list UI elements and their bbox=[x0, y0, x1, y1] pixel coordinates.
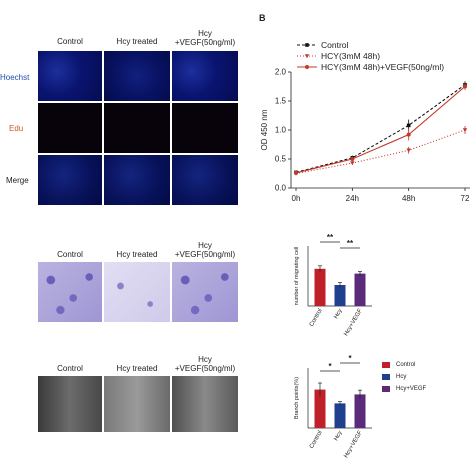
y-axis-label: Branch points(%) bbox=[294, 377, 300, 419]
bar bbox=[314, 268, 326, 306]
image-transwell-vegf bbox=[172, 262, 238, 322]
row-label-edu: Edu bbox=[9, 124, 24, 133]
legend-label: HCY(3mM 48h) bbox=[321, 51, 380, 61]
column-header-hcy-treated: Hcy treated bbox=[116, 37, 158, 46]
image-hoechst-vegf bbox=[172, 51, 238, 101]
mid-header-vegf: +VEGF(50ng/ml) bbox=[174, 250, 236, 259]
data-point bbox=[406, 123, 411, 128]
y-tick-label: 0.0 bbox=[275, 184, 287, 193]
x-tick-label: 24h bbox=[346, 194, 359, 203]
image-hoechst-hcy bbox=[104, 51, 170, 101]
row-label-merge: Merge bbox=[6, 176, 29, 185]
series-line bbox=[295, 84, 466, 173]
column-header-vegf: +VEGF(50ng/ml) bbox=[174, 38, 236, 47]
legend-label: Control bbox=[321, 40, 349, 50]
mid-header-control: Control bbox=[57, 250, 83, 259]
legend-label-hcy-vegf: Hcy+VEGF bbox=[396, 386, 427, 392]
bar bbox=[314, 389, 326, 428]
data-point bbox=[462, 128, 468, 133]
legend-label-hcy: Hcy bbox=[396, 374, 407, 380]
x-tick-label: Hcy+VEGF bbox=[343, 308, 363, 337]
image-transwell-hcy bbox=[104, 262, 170, 322]
y-tick-label: 1.5 bbox=[275, 97, 287, 106]
image-edu-vegf bbox=[172, 103, 238, 153]
image-merge-control bbox=[38, 155, 102, 205]
bar-legend: Control Hcy Hcy+VEGF bbox=[382, 362, 472, 392]
image-edu-hcy bbox=[104, 103, 170, 153]
bar bbox=[334, 403, 346, 428]
x-tick-label: Control bbox=[309, 430, 324, 450]
x-tick-label: 48h bbox=[402, 194, 415, 203]
bottom-header-vegf: +VEGF(50ng/ml) bbox=[174, 364, 236, 373]
mid-header-hcy-treated: Hcy treated bbox=[116, 250, 158, 259]
x-tick-label: 72 bbox=[461, 194, 470, 203]
data-point bbox=[406, 132, 411, 137]
legend-swatch-control bbox=[382, 362, 390, 368]
y-axis-label: OD 450 nm bbox=[260, 109, 269, 150]
x-tick-label: Hcy bbox=[333, 430, 343, 442]
significance-label: * bbox=[348, 354, 352, 363]
data-point bbox=[350, 157, 355, 161]
branch-bar-chart: Control Hcy Hcy+VEGF Branch points(%) * * bbox=[294, 354, 372, 459]
data-point bbox=[350, 161, 355, 166]
column-header-hcy: Hcy bbox=[198, 29, 212, 38]
line-chart: 0.0 0.5 1.0 1.5 2.0 0h 24h 48h 72 OD 450 nm Contro… bbox=[260, 40, 470, 203]
series-line bbox=[295, 86, 466, 174]
legend-marker bbox=[305, 65, 309, 69]
image-tube-control bbox=[38, 376, 102, 432]
legend-label: HCY(3mM 48h)+VEGF(50ng/ml) bbox=[321, 62, 444, 72]
x-tick-label: Hcy bbox=[333, 308, 343, 320]
x-tick-label: Hcy+VEGF bbox=[343, 430, 363, 459]
y-tick-label: 1.0 bbox=[275, 126, 287, 135]
bar bbox=[334, 285, 346, 306]
legend-item-hcy: Hcy bbox=[382, 374, 472, 380]
bottom-header-hcy-treated: Hcy treated bbox=[116, 364, 158, 373]
significance-label: * bbox=[328, 362, 332, 371]
series-line bbox=[295, 129, 466, 175]
y-tick-label: 0.5 bbox=[275, 155, 287, 164]
image-tube-vegf bbox=[172, 376, 238, 432]
legend-item-hcy-vegf: Hcy+VEGF bbox=[382, 386, 472, 392]
bar bbox=[354, 394, 366, 428]
data-point bbox=[463, 84, 467, 89]
section-b-label: B bbox=[259, 13, 266, 23]
row-label-hoechst: Hoechst bbox=[0, 73, 30, 82]
legend-swatch-hcy bbox=[382, 374, 390, 380]
image-transwell-control bbox=[38, 262, 102, 322]
x-tick-label: 0h bbox=[292, 194, 301, 203]
bar bbox=[354, 273, 366, 306]
legend-item-control: Control bbox=[382, 362, 472, 368]
legend-marker bbox=[304, 54, 310, 59]
column-header-control: Control bbox=[57, 37, 83, 46]
legend-label-control: Control bbox=[396, 362, 416, 368]
bottom-header-hcy: Hcy bbox=[198, 355, 212, 364]
image-tube-hcy bbox=[104, 376, 170, 432]
mid-header-hcy: Hcy bbox=[198, 241, 212, 250]
legend-marker bbox=[305, 43, 309, 47]
y-tick-label: 2.0 bbox=[275, 68, 287, 77]
migration-bar-chart: Control Hcy Hcy+VEGF number of migrating ce… bbox=[294, 233, 372, 337]
image-hoechst-control bbox=[38, 51, 102, 101]
x-tick-label: Control bbox=[309, 308, 324, 328]
significance-label: ** bbox=[347, 239, 354, 248]
image-merge-hcy bbox=[104, 155, 170, 205]
legend-swatch-hcy-vegf bbox=[382, 386, 390, 392]
image-edu-control bbox=[38, 103, 102, 153]
data-point bbox=[406, 148, 411, 153]
significance-label: ** bbox=[327, 233, 334, 242]
image-merge-vegf bbox=[172, 155, 238, 205]
data-point bbox=[294, 170, 298, 175]
bottom-header-control: Control bbox=[57, 364, 83, 373]
y-axis-label: number of migrating cell bbox=[294, 247, 300, 306]
